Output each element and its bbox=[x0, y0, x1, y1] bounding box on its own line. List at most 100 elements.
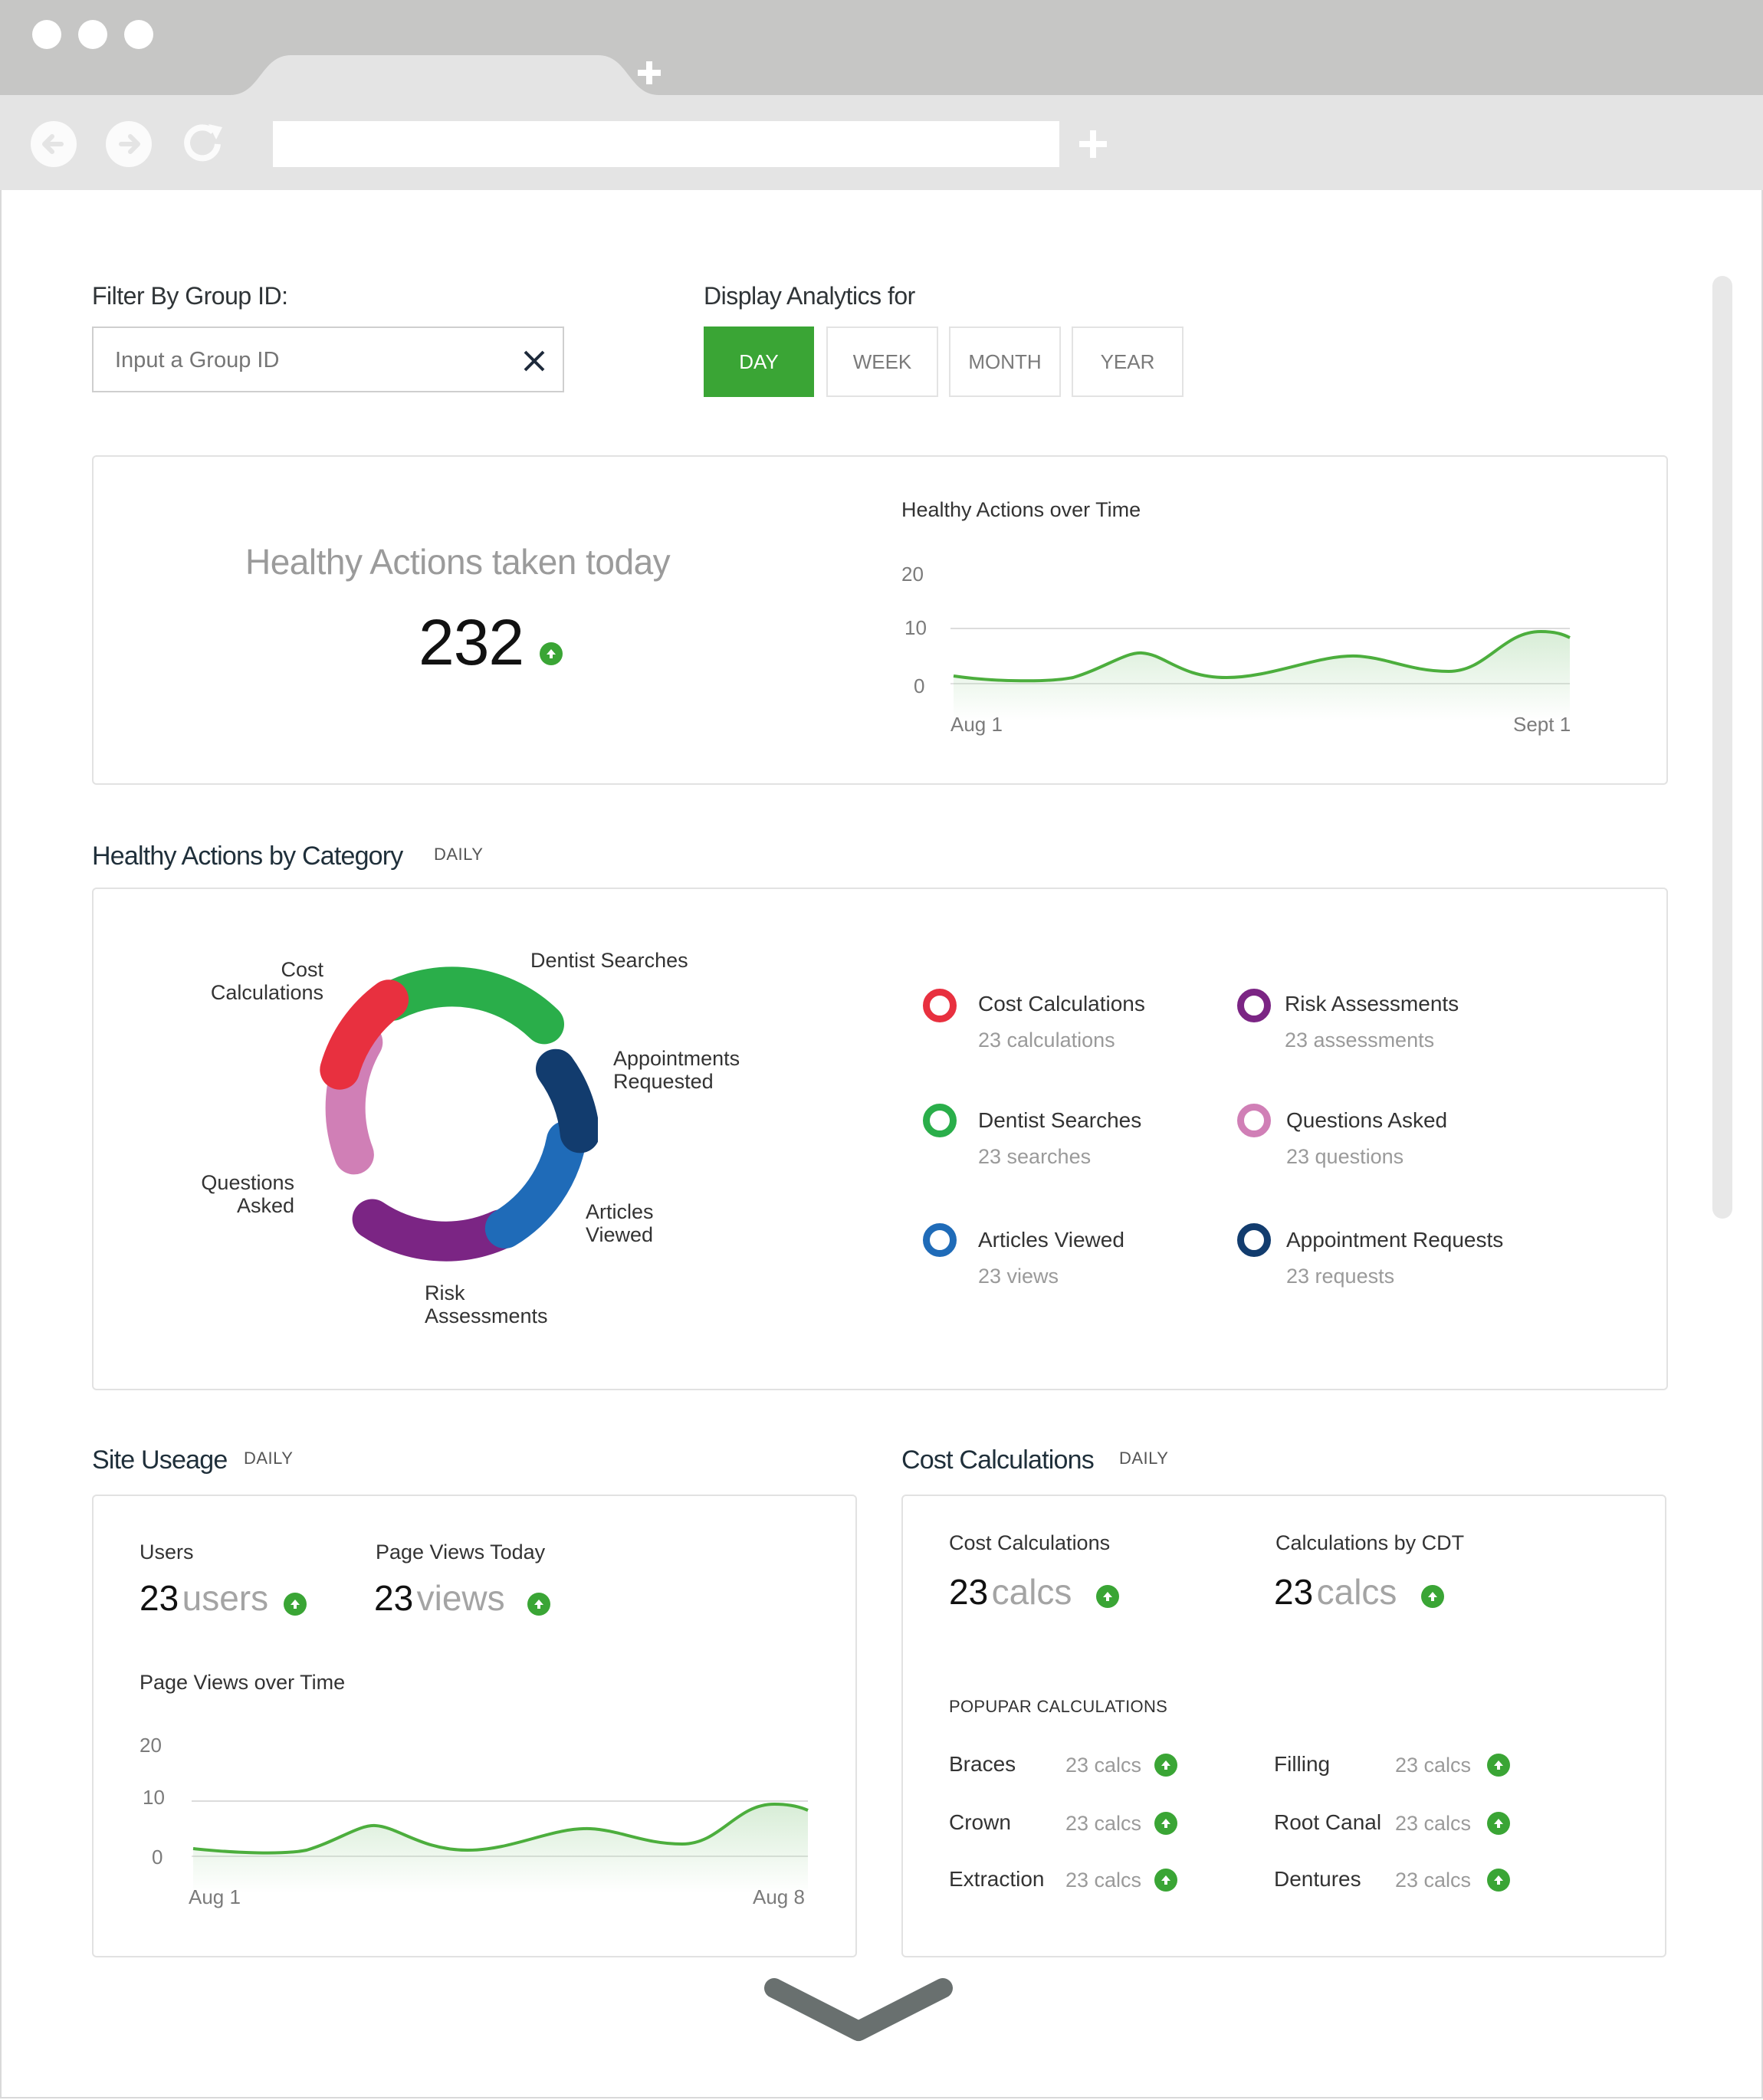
donut-label-questions: Questions Asked bbox=[201, 1171, 294, 1217]
trend-up-icon bbox=[1154, 1812, 1177, 1835]
cost-calc-tag: DAILY bbox=[1119, 1449, 1169, 1468]
trend-up-icon bbox=[1096, 1585, 1119, 1608]
donut-segment-cost bbox=[320, 979, 409, 1090]
legend-sub-dentist: 23 searches bbox=[978, 1145, 1092, 1168]
legend-ring-risk bbox=[1237, 989, 1271, 1022]
trend-up-icon bbox=[1487, 1754, 1510, 1777]
legend-ring-dentist bbox=[923, 1104, 957, 1137]
popular-calculations-label: POPUPAR CALCULATIONS bbox=[949, 1697, 1168, 1716]
donut-segment-articles bbox=[484, 1121, 586, 1249]
legend-sub-articles: 23 views bbox=[978, 1265, 1059, 1288]
trend-up-icon bbox=[284, 1593, 307, 1616]
cost-calc-unit: calcs bbox=[991, 1572, 1072, 1612]
donut-label-articles: Articles Viewed bbox=[586, 1200, 654, 1246]
page-views-chart-title: Page Views over Time bbox=[140, 1671, 346, 1694]
arrow-left-icon bbox=[42, 134, 64, 154]
donut-segment-risk bbox=[352, 1199, 520, 1262]
popular-calc-name: Root Canal bbox=[1274, 1810, 1382, 1834]
legend-ring-appointments bbox=[1237, 1223, 1271, 1257]
y-tick-10: 10 bbox=[904, 616, 927, 639]
legend-title-cost: Cost Calculations bbox=[978, 992, 1145, 1016]
legend-ring-cost bbox=[923, 989, 957, 1022]
x-label-end: Aug 8 bbox=[753, 1885, 805, 1908]
y-tick-10: 10 bbox=[143, 1786, 165, 1809]
group-id-input[interactable] bbox=[113, 342, 484, 379]
legend-title-appointments: Appointment Requests bbox=[1286, 1228, 1504, 1252]
window-dot-close[interactable] bbox=[32, 20, 61, 49]
new-tab-plus-icon[interactable] bbox=[636, 60, 662, 86]
legend-ring-questions bbox=[1237, 1104, 1271, 1137]
popular-calc-value: 23 calcs bbox=[1395, 1754, 1472, 1777]
x-label-end: Sept 1 bbox=[1513, 713, 1571, 736]
y-tick-20: 20 bbox=[901, 563, 924, 586]
legend-ring-articles bbox=[923, 1223, 957, 1257]
forward-button[interactable] bbox=[106, 121, 152, 167]
y-tick-20: 20 bbox=[140, 1734, 162, 1757]
add-bookmark-plus-icon[interactable] bbox=[1078, 129, 1108, 159]
views-unit: views bbox=[416, 1578, 505, 1618]
users-unit: users bbox=[182, 1578, 269, 1618]
popular-calc-value: 23 calcs bbox=[1395, 1812, 1472, 1835]
category-section-tag: DAILY bbox=[434, 845, 484, 864]
legend-title-risk: Risk Assessments bbox=[1285, 992, 1459, 1016]
users-label: Users bbox=[140, 1541, 194, 1564]
popular-calc-value: 23 calcs bbox=[1395, 1869, 1472, 1892]
popular-calc-value: 23 calcs bbox=[1065, 1869, 1142, 1892]
period-week-button[interactable]: WEEK bbox=[826, 326, 938, 397]
popular-calc-value: 23 calcs bbox=[1065, 1812, 1142, 1835]
cdt-calc-stat-label: Calculations by CDT bbox=[1275, 1531, 1465, 1554]
trend-up-icon bbox=[1154, 1869, 1177, 1892]
popular-calc-name: Braces bbox=[949, 1752, 1016, 1776]
views-number: 23 bbox=[374, 1578, 414, 1618]
legend-sub-cost: 23 calculations bbox=[978, 1029, 1115, 1052]
window-dot-minimize[interactable] bbox=[78, 20, 107, 49]
chevron-down-icon[interactable] bbox=[763, 1973, 955, 2049]
popular-calc-value: 23 calcs bbox=[1065, 1754, 1142, 1777]
reload-icon[interactable] bbox=[179, 120, 228, 169]
period-day-button[interactable]: DAY bbox=[704, 326, 814, 397]
legend-title-articles: Articles Viewed bbox=[978, 1228, 1124, 1252]
y-tick-0: 0 bbox=[152, 1846, 163, 1869]
users-number: 23 bbox=[140, 1578, 179, 1618]
healthy-over-time-title: Healthy Actions over Time bbox=[901, 498, 1141, 521]
clear-x-icon[interactable] bbox=[523, 349, 546, 372]
category-section-title: Healthy Actions by Category bbox=[92, 842, 403, 871]
legend-title-questions: Questions Asked bbox=[1286, 1108, 1448, 1132]
window-dot-maximize[interactable] bbox=[124, 20, 153, 49]
group-id-input-box[interactable] bbox=[92, 326, 564, 392]
healthy-actions-today-value: 232 bbox=[419, 606, 524, 678]
trend-up-icon bbox=[527, 1593, 550, 1616]
healthy-actions-line-chart bbox=[950, 628, 1571, 720]
page-views-stat: 23 views bbox=[374, 1577, 505, 1619]
display-analytics-label: Display Analytics for bbox=[704, 282, 915, 310]
popular-calc-name: Dentures bbox=[1274, 1867, 1361, 1891]
y-tick-0: 0 bbox=[914, 674, 925, 697]
trend-up-icon bbox=[540, 642, 563, 665]
cost-calc-title: Cost Calculations bbox=[901, 1445, 1095, 1475]
cost-calc-number: 23 bbox=[949, 1572, 989, 1612]
trend-up-icon bbox=[1487, 1869, 1510, 1892]
legend-sub-appointments: 23 requests bbox=[1286, 1265, 1395, 1288]
healthy-actions-card bbox=[92, 455, 1668, 785]
donut-label-dentist: Dentist Searches bbox=[530, 949, 688, 972]
period-month-button[interactable]: MONTH bbox=[949, 326, 1061, 397]
page-viewport bbox=[0, 190, 1763, 2098]
period-year-button[interactable]: YEAR bbox=[1072, 326, 1184, 397]
legend-title-dentist: Dentist Searches bbox=[978, 1108, 1142, 1132]
page-views-today-label: Page Views Today bbox=[376, 1541, 546, 1564]
site-usage-title: Site Useage bbox=[92, 1445, 228, 1475]
browser-tab[interactable] bbox=[230, 52, 659, 98]
legend-sub-questions: 23 questions bbox=[1286, 1145, 1404, 1168]
donut-label-cost: Cost Calculations bbox=[210, 958, 323, 1004]
donut-segment-appointments bbox=[536, 1048, 598, 1153]
trend-up-icon bbox=[1154, 1754, 1177, 1777]
category-donut-chart bbox=[320, 966, 598, 1262]
arrow-right-icon bbox=[119, 134, 140, 154]
address-bar[interactable] bbox=[273, 121, 1059, 167]
filter-label: Filter By Group ID: bbox=[92, 282, 288, 310]
scrollbar-thumb[interactable] bbox=[1712, 276, 1732, 1219]
back-button[interactable] bbox=[31, 121, 77, 167]
healthy-actions-today-title: Healthy Actions taken today bbox=[245, 542, 671, 582]
popular-calc-name: Extraction bbox=[949, 1867, 1045, 1891]
cdt-calc-number: 23 bbox=[1274, 1572, 1314, 1612]
